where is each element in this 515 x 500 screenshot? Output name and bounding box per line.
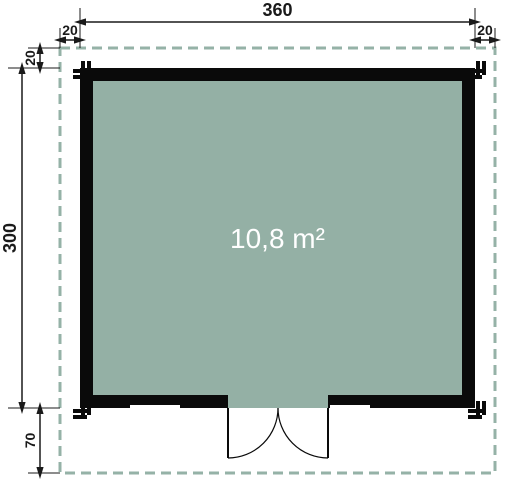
dim-top-right-text: 20 xyxy=(477,22,493,38)
dim-left-top-text: 20 xyxy=(22,50,38,66)
door-arc-right xyxy=(278,408,328,458)
dim-left-main-text: 300 xyxy=(0,223,20,253)
door-arc-left xyxy=(228,408,278,458)
door-opening xyxy=(228,395,328,409)
dim-left-bottom-text: 70 xyxy=(22,433,38,449)
dim-top-left-text: 20 xyxy=(62,22,78,38)
floor-plan: 10,8 m² 360 20 20 300 20 70 xyxy=(0,0,515,500)
dim-top-main-text: 360 xyxy=(262,0,292,20)
area-label: 10,8 m² xyxy=(230,223,325,254)
